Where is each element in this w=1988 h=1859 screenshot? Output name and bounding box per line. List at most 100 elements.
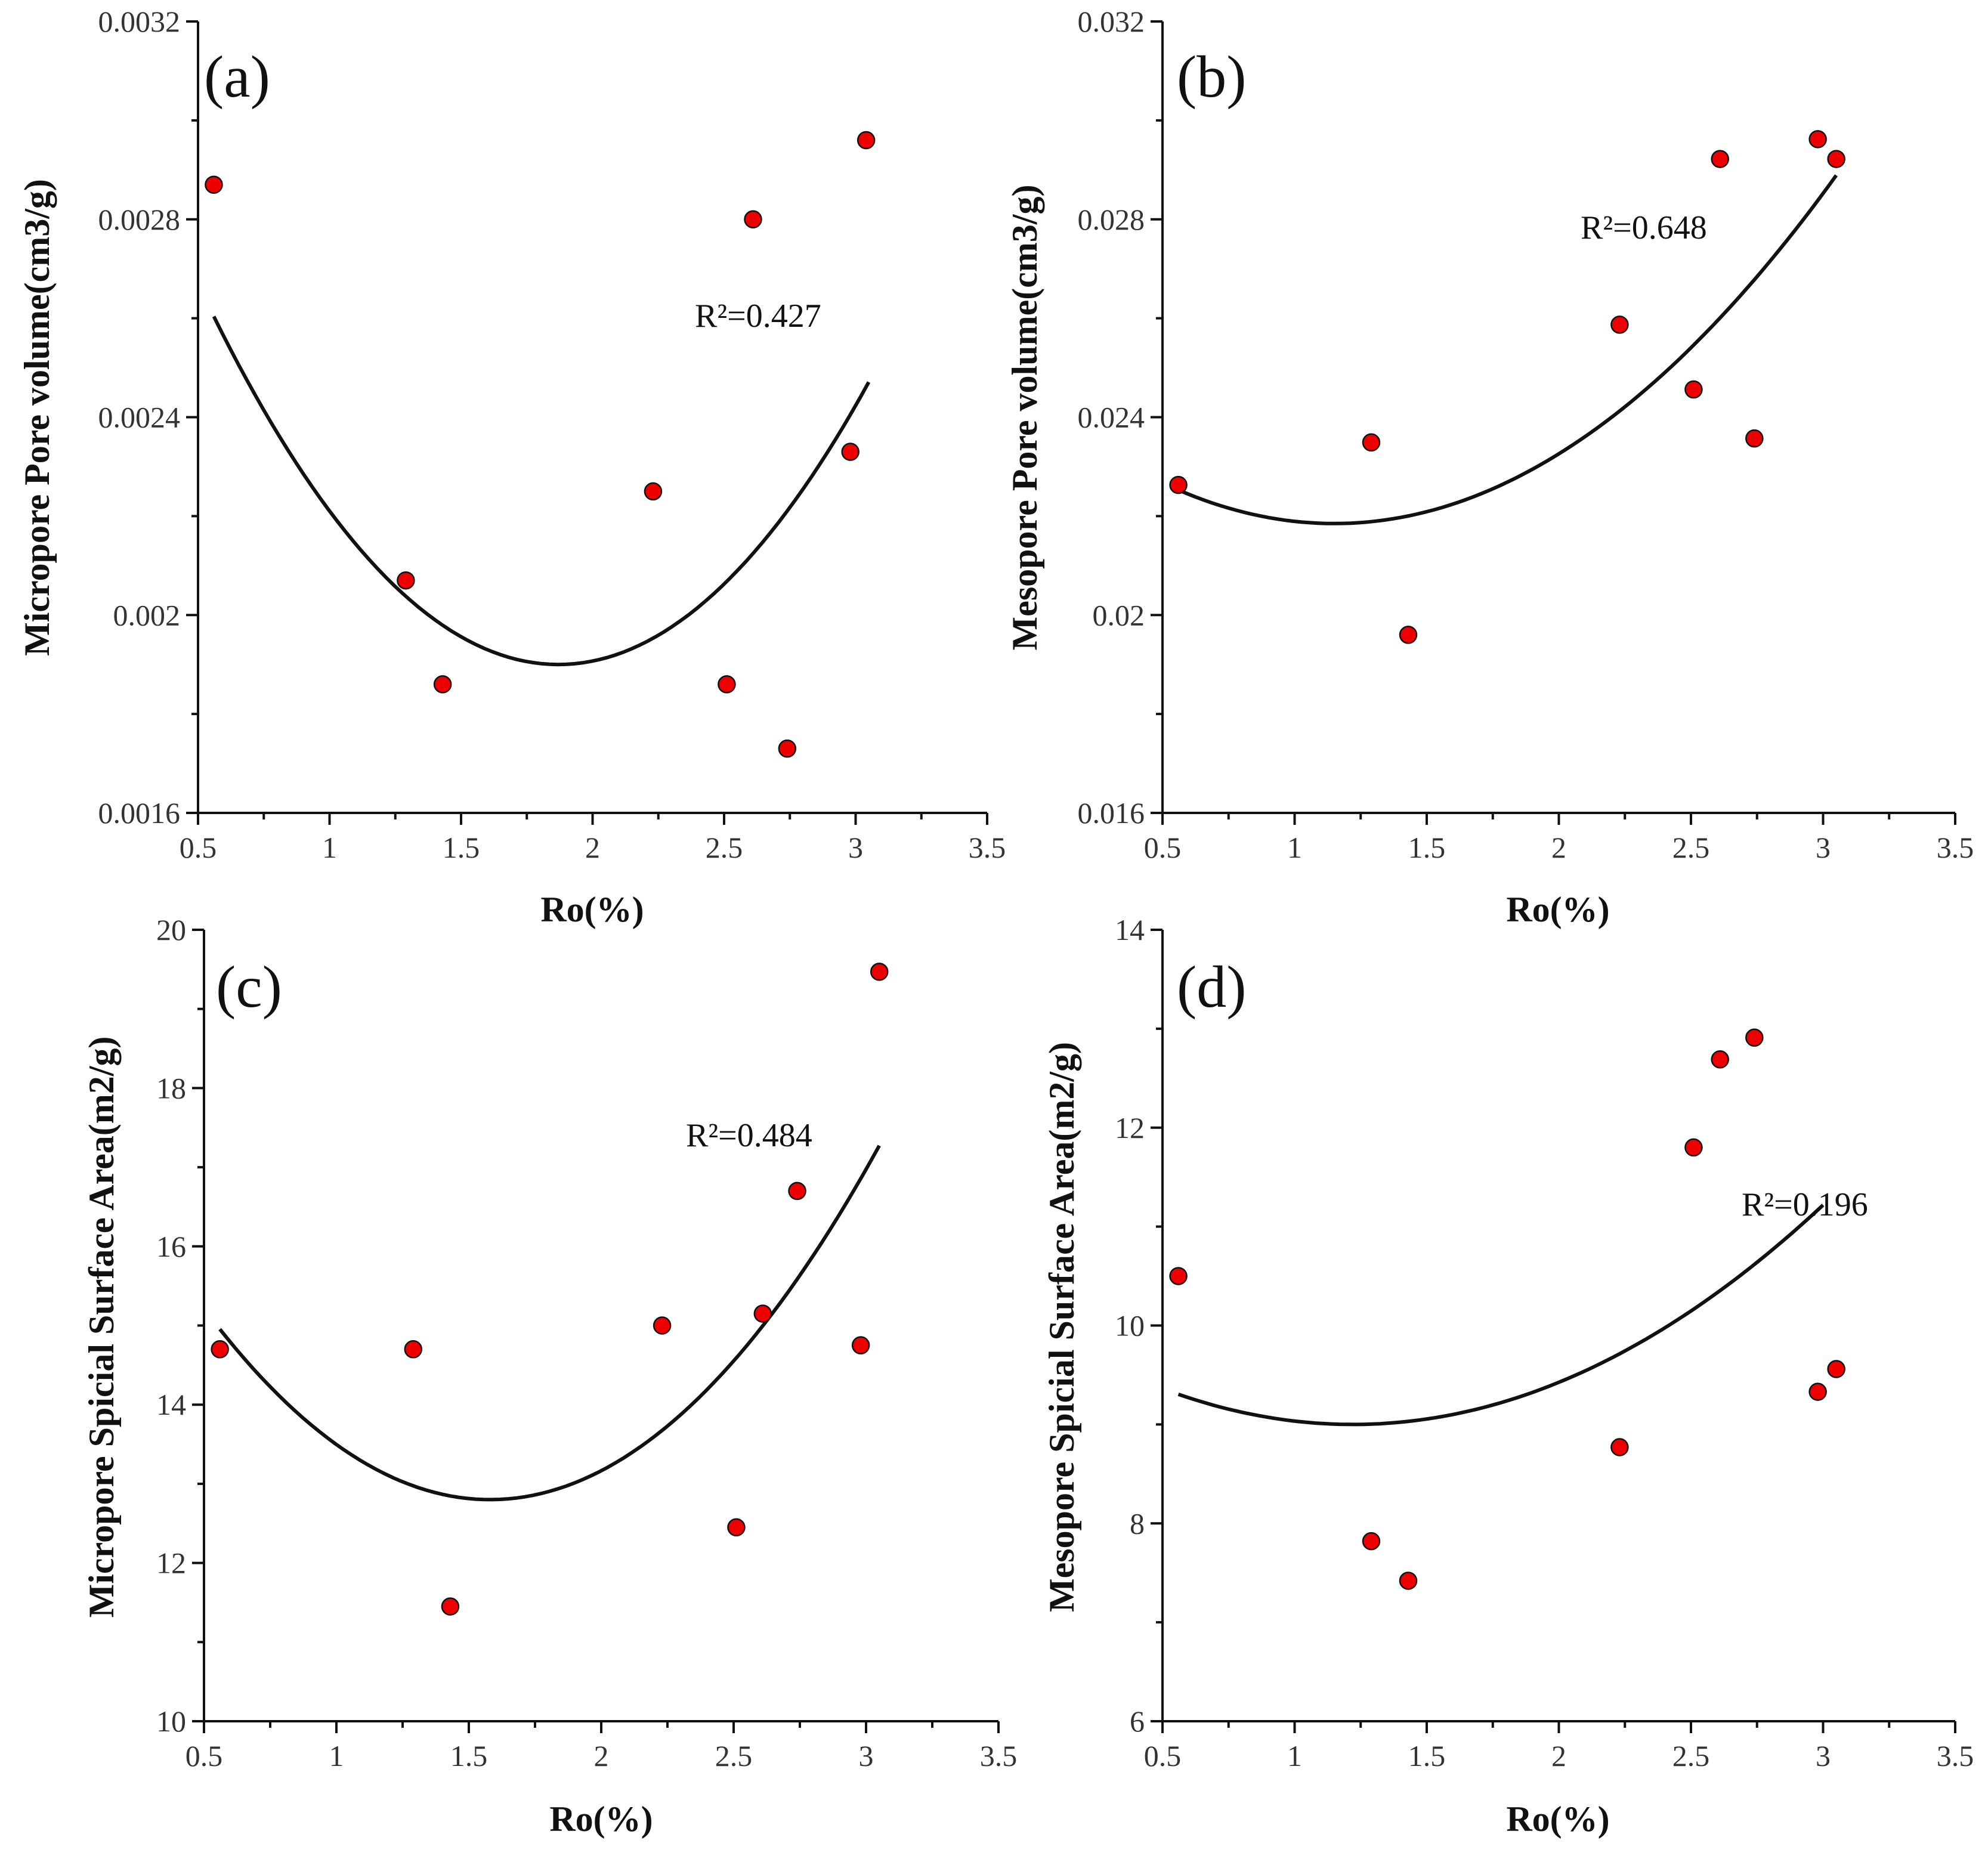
x-tick-label: 2 — [585, 831, 600, 864]
data-point — [727, 1518, 746, 1537]
y-axis-title: Mesopore Spicial Surface Area(m2/g) — [1042, 1042, 1081, 1612]
data-point — [1362, 433, 1381, 452]
y-tick-label: 10 — [1115, 1309, 1145, 1343]
data-point — [404, 1340, 423, 1359]
y-tick-label: 18 — [156, 1071, 186, 1105]
x-tick-label: 2.5 — [1672, 831, 1710, 864]
y-tick-label: 0.016 — [1078, 796, 1145, 830]
panel-label: (b) — [1177, 44, 1247, 110]
fit-curve — [1177, 1204, 1825, 1427]
data-point — [1399, 626, 1418, 644]
y-tick-label: 0.0024 — [98, 401, 181, 434]
x-tick-label: 3 — [1816, 831, 1831, 864]
fit-curve — [1177, 174, 1838, 525]
x-axis-title: Ro(%) — [549, 1799, 653, 1839]
x-tick-label: 3.5 — [969, 831, 1006, 864]
data-point — [1169, 1267, 1188, 1285]
data-point — [644, 482, 663, 501]
data-point — [1610, 1438, 1629, 1456]
data-point — [441, 1597, 460, 1616]
x-tick-label: 3 — [859, 1739, 874, 1773]
y-tick-label: 0.0016 — [98, 796, 181, 830]
y-tick-label: 0.002 — [113, 598, 181, 632]
y-tick-label: 0.0032 — [98, 5, 181, 38]
data-point — [857, 131, 876, 150]
data-point — [1684, 380, 1703, 399]
y-tick-label: 20 — [156, 913, 186, 946]
x-tick-label: 3.5 — [1937, 1739, 1974, 1773]
y-tick-label: 10 — [156, 1705, 186, 1738]
data-point — [870, 963, 889, 981]
data-point — [718, 675, 736, 694]
x-axis-title: Ro(%) — [1506, 1799, 1609, 1839]
y-tick-label: 0.032 — [1078, 5, 1145, 38]
x-tick-label: 2 — [1551, 1739, 1566, 1773]
data-point — [1362, 1532, 1381, 1551]
panel-b: 0.5 1 1.5 2 2.5 3 3.50.0160.020.0240.0280.032 … — [1005, 5, 1974, 929]
data-point — [1808, 1382, 1827, 1401]
x-tick-label: 1.5 — [443, 831, 480, 864]
x-tick-label: 2 — [594, 1739, 609, 1773]
r2-annotation: R²=0.484 — [686, 1117, 812, 1154]
data-point — [1610, 315, 1629, 334]
panel-label: (c) — [216, 954, 282, 1020]
x-tick-label: 0.5 — [185, 1739, 223, 1773]
r2-annotation: R²=0.196 — [1742, 1186, 1868, 1223]
x-tick-label: 3 — [848, 831, 863, 864]
x-tick-label: 1 — [322, 831, 337, 864]
panel-a: 0.5 1 1.5 2 2.5 3 3.5 0.0016 0.002 0.0024 0.0028 0.… — [17, 5, 1006, 929]
y-tick-label: 0.02 — [1093, 598, 1145, 632]
panel-c: 0.5 1 1.5 2 2.5 3 3.5 10 12 14 16 18 20 (c) R²=0.484… — [82, 913, 1017, 1839]
x-tick-label: 0.5 — [1144, 831, 1182, 864]
data-point — [211, 1340, 229, 1359]
r2-annotation: R²=0.648 — [1581, 209, 1707, 246]
data-point — [788, 1181, 806, 1201]
panel-label: (d) — [1177, 954, 1247, 1020]
x-tick-label: 3.5 — [1937, 831, 1974, 864]
x-tick-label: 0.5 — [1144, 1739, 1182, 1773]
fit-curve — [212, 315, 871, 667]
y-axis-title: Micropore Pore volume(cm3/g) — [17, 179, 57, 656]
x-axis-title: Ro(%) — [1506, 890, 1609, 929]
y-tick-label: 12 — [156, 1546, 186, 1580]
data-point — [1711, 1050, 1729, 1069]
panel-label: (a) — [204, 44, 270, 110]
y-tick-label: 0.024 — [1078, 401, 1145, 434]
fit-curve — [218, 1145, 881, 1502]
x-tick-label: 1 — [329, 1739, 344, 1773]
x-tick-label: 3.5 — [980, 1739, 1018, 1773]
x-axis-title: Ro(%) — [540, 890, 644, 929]
y-tick-label: 14 — [1115, 913, 1145, 946]
x-tick-label: 1.5 — [450, 1739, 488, 1773]
y-tick-label: 12 — [1115, 1111, 1145, 1145]
r2-annotation: R²=0.427 — [695, 298, 821, 335]
data-point — [205, 175, 223, 194]
data-point — [1399, 1572, 1418, 1590]
data-point — [1684, 1138, 1703, 1157]
data-point — [1827, 150, 1845, 168]
data-point — [841, 443, 859, 461]
data-point — [753, 1304, 772, 1323]
data-point — [1169, 475, 1188, 494]
data-point — [778, 739, 797, 758]
x-tick-label: 2 — [1551, 831, 1566, 864]
x-tick-label: 1 — [1287, 831, 1302, 864]
x-tick-label: 2.5 — [706, 831, 743, 864]
y-axis-title: Micropore Spicial Surface Area(m2/g) — [82, 1037, 121, 1618]
panel-d: 0.5 1 1.5 2 2.5 3 3.5 6 8 10 12 14 (d) R²=0.196 Ro(… — [1042, 913, 1974, 1839]
data-point — [397, 571, 415, 590]
y-tick-label: 0.0028 — [98, 203, 181, 236]
x-tick-label: 3 — [1816, 1739, 1831, 1773]
data-point — [1808, 130, 1827, 149]
y-tick-label: 14 — [156, 1388, 186, 1421]
y-tick-label: 16 — [156, 1230, 186, 1263]
data-point — [1745, 1028, 1764, 1047]
y-tick-label: 8 — [1130, 1507, 1145, 1540]
y-axis-title: Mesopore Pore volume(cm3/g) — [1005, 185, 1044, 651]
data-point — [1827, 1360, 1845, 1378]
data-point — [433, 675, 452, 694]
x-tick-label: 1.5 — [1408, 831, 1446, 864]
data-point — [653, 1316, 672, 1335]
data-point — [851, 1336, 870, 1354]
